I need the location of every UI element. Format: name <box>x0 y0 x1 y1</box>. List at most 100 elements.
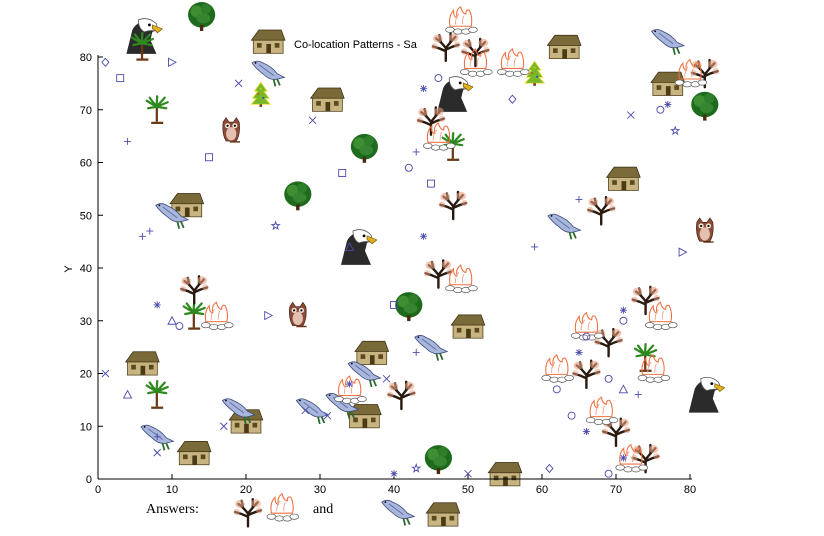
data-point-square <box>390 300 398 309</box>
data-point-asterisk <box>420 85 428 93</box>
x-tick-label: 10 <box>166 484 178 496</box>
bare-tree-icon <box>385 380 417 411</box>
data-point-cross <box>234 79 243 88</box>
campfire-icon <box>644 301 678 331</box>
palm-tree-icon <box>633 342 658 374</box>
x-tick-label: 50 <box>462 484 474 496</box>
shrub-icon <box>691 91 719 121</box>
data-point-triangle-right <box>264 310 274 321</box>
data-point-plus <box>124 137 132 145</box>
data-point-asterisk <box>619 454 627 462</box>
data-point-cross <box>464 469 472 478</box>
house-icon <box>546 34 582 60</box>
palm-tree-icon <box>145 94 169 126</box>
house-icon <box>176 440 212 466</box>
shrub-icon <box>188 2 216 31</box>
campfire-icon <box>637 354 671 383</box>
data-point-circle <box>604 469 613 478</box>
owl-icon <box>221 116 241 143</box>
eagle-icon <box>340 229 377 266</box>
data-point-pentagram <box>270 220 281 231</box>
eagle-icon <box>436 76 474 113</box>
y-tick-label: 20 <box>80 369 92 381</box>
answer-bird-icon <box>380 499 416 527</box>
answers-label: Answers: <box>146 502 199 517</box>
chart-title: Co-location Patterns - Sa <box>294 39 418 51</box>
bare-tree-icon <box>422 259 454 289</box>
data-point-asterisk <box>619 306 627 314</box>
owl-icon <box>695 217 715 243</box>
data-point-square <box>427 179 435 188</box>
y-tick-label: 40 <box>80 263 92 275</box>
data-point-plus <box>575 195 583 203</box>
data-point-circle <box>604 374 613 383</box>
bare-tree-icon <box>437 190 469 221</box>
data-point-circle <box>175 322 184 330</box>
data-point-plus <box>412 148 420 156</box>
eagle-icon <box>688 376 725 414</box>
data-point-plus <box>634 391 642 399</box>
campfire-icon <box>422 122 456 151</box>
data-point-cross <box>301 406 310 415</box>
eagle-icon <box>125 18 163 55</box>
bird-icon <box>650 28 685 56</box>
data-point-cross <box>308 116 317 125</box>
bare-tree-icon <box>629 285 662 316</box>
x-tick-label: 80 <box>684 484 696 496</box>
bare-tree-icon <box>459 37 491 68</box>
y-tick-label: 30 <box>80 316 92 328</box>
x-tick-label: 20 <box>240 484 252 496</box>
data-point-cross <box>219 422 228 431</box>
campfire-icon <box>200 301 234 331</box>
house-icon <box>450 314 486 339</box>
campfire-icon <box>541 354 575 383</box>
shrub-icon <box>284 181 312 211</box>
bare-tree-icon <box>178 275 210 305</box>
data-point-plus <box>153 433 161 441</box>
y-tick-label: 80 <box>80 52 92 64</box>
campfire-icon <box>496 48 530 77</box>
bird-icon <box>413 334 449 362</box>
data-point-plus <box>531 243 539 251</box>
data-point-circle <box>567 411 576 420</box>
y-tick-label: 50 <box>80 210 92 222</box>
data-point-triangle-right <box>168 57 177 68</box>
data-point-cross <box>382 374 391 383</box>
x-tick-label: 60 <box>536 484 548 496</box>
house-icon <box>250 29 286 54</box>
data-point-circle <box>404 163 413 172</box>
data-point-cross <box>323 411 332 420</box>
data-point-circle <box>656 105 665 114</box>
pine-tree-icon <box>250 81 272 108</box>
answer-house-icon <box>425 502 461 527</box>
bare-tree-icon <box>585 195 617 226</box>
data-point-asterisk <box>420 232 428 240</box>
data-point-plus <box>138 232 146 240</box>
palm-tree-icon <box>145 379 169 411</box>
data-point-circle <box>582 332 591 341</box>
shrub-icon <box>424 445 452 475</box>
data-point-triangle-right <box>678 247 688 257</box>
house-icon <box>487 462 523 487</box>
data-point-asterisk <box>582 428 590 436</box>
answer-bare-tree-icon <box>232 498 264 528</box>
data-point-asterisk <box>153 301 161 309</box>
shrub-icon <box>350 133 378 163</box>
data-point-triangle-up <box>618 384 629 394</box>
data-point-square <box>116 74 125 83</box>
data-point-cross <box>626 111 635 119</box>
data-point-circle <box>434 74 443 83</box>
data-point-diamond <box>545 463 554 474</box>
campfire-icon <box>570 312 604 341</box>
data-point-asterisk <box>390 470 398 478</box>
bird-icon <box>547 213 582 241</box>
data-point-diamond <box>508 94 517 104</box>
campfire-icon <box>334 375 367 404</box>
data-point-triangle-up <box>344 241 355 251</box>
x-tick-label: 70 <box>610 484 622 496</box>
house-icon <box>310 87 345 112</box>
data-point-cross <box>101 369 110 378</box>
data-point-asterisk <box>346 380 354 388</box>
data-point-square <box>205 153 213 162</box>
y-tick-label: 10 <box>80 421 92 433</box>
